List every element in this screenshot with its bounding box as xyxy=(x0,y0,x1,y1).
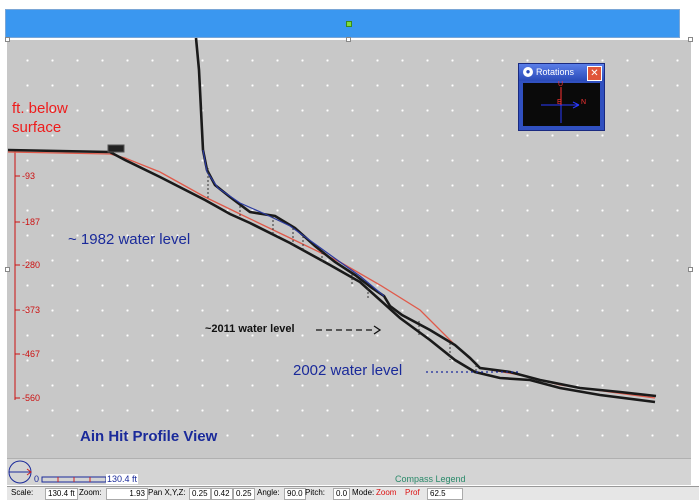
rotations-app-icon: ● xyxy=(523,67,533,77)
status-scale-label: Scale: xyxy=(11,488,34,497)
selection-handle[interactable] xyxy=(688,267,693,272)
y-tick-label: -187 xyxy=(22,217,41,227)
ground-line xyxy=(7,148,656,404)
compass-n-label: N xyxy=(581,99,587,106)
scale-bar-label: 130.4 ft xyxy=(106,474,139,484)
status-scale-value: 130.4 ft xyxy=(45,488,78,500)
annotation-1982: ~ 1982 water level xyxy=(68,231,191,248)
rotations-title: Rotations xyxy=(536,67,575,77)
compass-legend-label: Compass Legend xyxy=(395,474,466,484)
y-tick-label: -93 xyxy=(22,171,36,181)
y-tick-label: -560 xyxy=(22,393,41,403)
top-title-bar xyxy=(5,9,680,38)
selection-handle-top[interactable] xyxy=(346,21,352,27)
status-zoom-label: Zoom: xyxy=(79,488,102,497)
status-mode-value: Zoom xyxy=(376,488,397,497)
selection-handle[interactable] xyxy=(5,267,10,272)
compass-rose xyxy=(541,87,580,123)
y-axis-label: ft. below surface xyxy=(12,100,68,136)
compass-e-label: E xyxy=(557,99,562,106)
annotation-2011: ~2011 water level xyxy=(205,323,295,335)
close-icon[interactable]: ✕ xyxy=(587,66,602,81)
status-zoom-value: 1.93 xyxy=(106,488,148,500)
status-bar: Scale: 130.4 ft Zoom: 1.93 Pan X,Y,Z: 0.… xyxy=(7,486,699,500)
y-tick-label: -280 xyxy=(22,260,41,270)
status-pan-z: 0.25 xyxy=(233,488,255,500)
status-pitch-label: Pitch: xyxy=(305,488,326,497)
entrance-marker xyxy=(107,144,125,153)
compass-u-label: U xyxy=(558,81,564,88)
status-angle-label: Angle: xyxy=(257,488,280,497)
status-mode-label: Mode: xyxy=(352,488,375,497)
scale-zero-label: 0 xyxy=(34,474,40,484)
y-tick-label: -467 xyxy=(22,349,41,359)
status-pan-label: Pan X,Y,Z: xyxy=(148,488,186,497)
selection-handle[interactable] xyxy=(346,37,351,42)
annotation-2002: 2002 water level xyxy=(293,362,403,379)
view-title: Ain Hit Profile View xyxy=(80,428,218,445)
selection-handle[interactable] xyxy=(5,37,10,42)
rotations-compass[interactable]: U E N xyxy=(523,81,600,126)
status-prof-value: 62.5 xyxy=(427,488,463,500)
status-pan-x: 0.25 xyxy=(189,488,211,500)
status-pitch-value: 0.0 xyxy=(333,488,351,500)
rotations-window[interactable]: ● Rotations ✕ U E N xyxy=(518,63,605,131)
status-angle-value: 90.0 xyxy=(284,488,306,500)
status-pan-y: 0.42 xyxy=(211,488,233,500)
status-prof-label: Prof xyxy=(405,488,420,497)
y-tick-label: -373 xyxy=(22,305,41,315)
rotations-title-bar[interactable]: ● Rotations ✕ xyxy=(519,64,604,81)
selection-handle[interactable] xyxy=(688,37,693,42)
